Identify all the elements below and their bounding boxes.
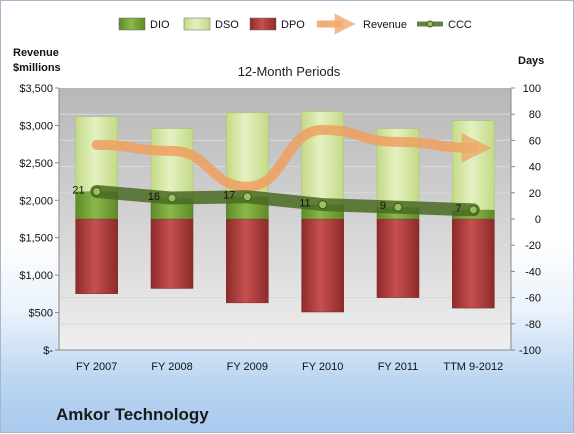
left-tick-label: $2,500 <box>19 158 53 170</box>
left-tick-label: $3,000 <box>19 120 53 132</box>
x-tick-label: FY 2008 <box>151 361 192 373</box>
x-tick-label: TTM 9-2012 <box>443 361 503 373</box>
left-tick-label: $- <box>43 345 53 357</box>
company-name: Amkor Technology <box>56 405 209 424</box>
left-tick-label: $500 <box>29 308 53 320</box>
legend-label-ccc: CCC <box>448 19 472 31</box>
right-tick-label: -100 <box>519 345 541 357</box>
left-tick-label: $3,500 <box>19 83 53 95</box>
ccc-marker <box>468 205 478 215</box>
ccc-data-label: 21 <box>72 184 84 196</box>
right-tick-label: -40 <box>525 266 541 278</box>
dso-bar <box>452 120 495 211</box>
dpo-bar <box>452 218 495 309</box>
legend-swatch-dpo <box>249 17 277 31</box>
left-axis-title-line1: Revenue <box>13 47 59 59</box>
right-tick-label: 60 <box>529 135 541 147</box>
dso-bar <box>75 116 118 192</box>
legend-label-dso: DSO <box>215 19 239 31</box>
right-tick-label: 80 <box>529 109 541 121</box>
right-tick-label: 100 <box>523 83 541 95</box>
ccc-data-label: 17 <box>223 190 235 202</box>
legend-label-revenue: Revenue <box>363 19 407 31</box>
dpo-bar <box>150 218 194 289</box>
right-tick-label: 40 <box>529 162 541 174</box>
right-tick-label: 0 <box>535 214 541 226</box>
dpo-bar <box>301 218 344 313</box>
dpo-bar <box>376 218 420 298</box>
left-tick-label: $1,000 <box>19 270 53 282</box>
left-tick-label: $2,000 <box>19 195 53 207</box>
ccc-data-label: 9 <box>380 200 386 212</box>
left-axis-title-line2: $millions <box>13 62 61 74</box>
right-tick-label: -60 <box>525 293 541 305</box>
legend-swatch-dio <box>118 17 146 31</box>
dso-bar <box>150 128 194 199</box>
ccc-data-label: 11 <box>299 198 310 210</box>
ccc-line <box>90 184 480 217</box>
x-tick-label: FY 2011 <box>378 361 419 373</box>
right-tick-label: 20 <box>529 188 541 200</box>
x-tick-label: FY 2007 <box>76 361 117 373</box>
ccc-marker <box>393 202 403 212</box>
legend-label-dpo: DPO <box>281 19 305 31</box>
ccc-marker <box>167 193 177 203</box>
chart-title: 12-Month Periods <box>238 64 341 79</box>
ccc-marker <box>318 200 328 210</box>
ccc-marker <box>92 186 102 196</box>
right-axis-title: Days <box>518 55 544 67</box>
right-tick-label: -80 <box>525 319 541 331</box>
legend-swatch-dso <box>183 17 211 31</box>
dpo-bar <box>75 218 118 294</box>
x-tick-label: FY 2010 <box>302 361 343 373</box>
legend-label-dio: DIO <box>150 19 170 31</box>
x-tick-label: FY 2009 <box>227 361 268 373</box>
dpo-bar <box>226 218 269 304</box>
right-tick-label: -20 <box>525 240 541 252</box>
left-tick-label: $1,500 <box>19 233 53 245</box>
revenue-line <box>91 124 492 192</box>
ccc-marker <box>242 192 252 202</box>
ccc-data-label: 16 <box>148 191 160 203</box>
legend-marker-ccc <box>426 20 434 28</box>
ccc-data-label: 7 <box>455 203 461 215</box>
